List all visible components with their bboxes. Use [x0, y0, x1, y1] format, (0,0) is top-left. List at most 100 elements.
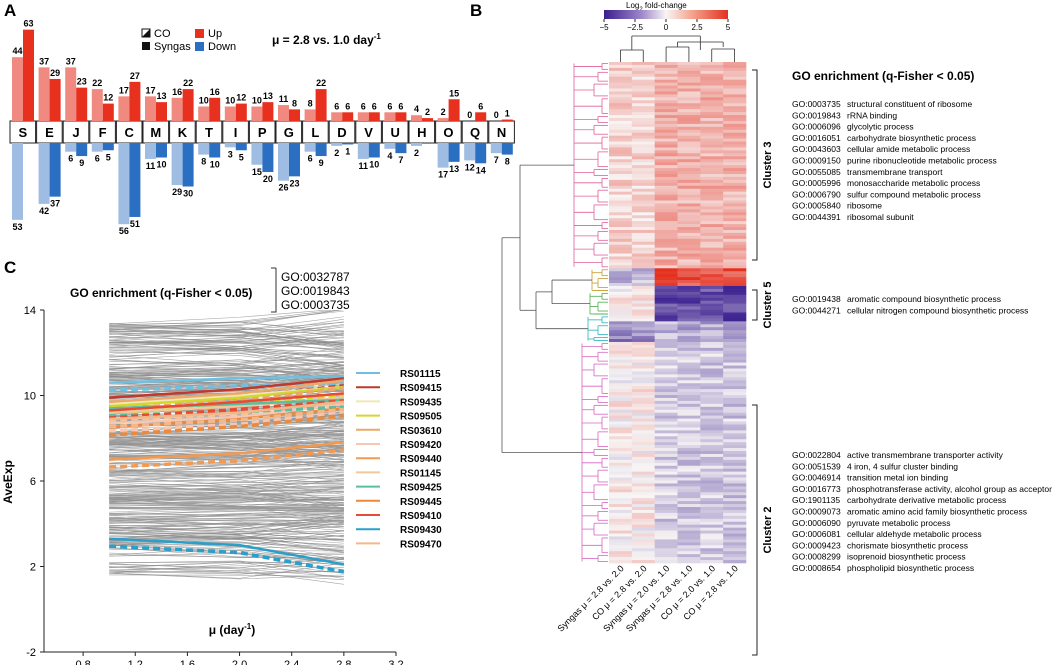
heatmap-cell: [632, 257, 655, 260]
heatmap-cell: [700, 318, 723, 321]
heatmap-cell: [700, 504, 723, 507]
heatmap-cell: [609, 109, 632, 112]
syngas-down-value: 8: [505, 157, 510, 167]
heatmap-cell: [678, 262, 701, 265]
heatmap-cell: [700, 245, 723, 248]
heatmap-cell: [655, 242, 678, 245]
heatmap-cell: [678, 183, 701, 186]
heatmap-cell: [700, 289, 723, 292]
go-term-name: purine ribonucleotide metabolic process: [847, 156, 997, 166]
heatmap-cell: [609, 433, 632, 436]
x-tick-label: 2.4: [284, 659, 299, 665]
heatmap-cell: [700, 351, 723, 354]
co-up-bar: [145, 96, 156, 121]
heatmap-cell: [678, 413, 701, 416]
syngas-up-bar: [236, 104, 247, 121]
heatmap-cell: [678, 139, 701, 142]
co-down-value: 11: [359, 161, 369, 171]
heatmap-cell: [632, 304, 655, 307]
heatmap-cell: [655, 486, 678, 489]
heatmap-cell: [655, 97, 678, 100]
heatmap-cell: [723, 472, 746, 475]
heatmap-cell: [632, 121, 655, 124]
heatmap-cell: [632, 554, 655, 557]
category-label: P: [258, 125, 267, 140]
heatmap-cell: [655, 427, 678, 430]
heatmap-cell: [700, 133, 723, 136]
heatmap-cell: [723, 475, 746, 478]
syngas-up-bar: [289, 109, 300, 121]
heatmap-cell: [632, 525, 655, 528]
heatmap-cell: [678, 542, 701, 545]
heatmap-cell: [609, 174, 632, 177]
heatmap-cell: [700, 321, 723, 324]
syngas-down-bar: [316, 143, 327, 156]
heatmap-cell: [632, 460, 655, 463]
heatmap-cell: [723, 189, 746, 192]
syngas-down-value: 14: [476, 165, 486, 175]
heatmap-cell: [655, 201, 678, 204]
heatmap-cell: [632, 233, 655, 236]
heatmap-cell: [609, 324, 632, 327]
heatmap-cell: [723, 495, 746, 498]
heatmap-cell: [655, 542, 678, 545]
co-down-bar: [331, 143, 342, 146]
heatmap-cell: [678, 513, 701, 516]
heatmap-cell: [609, 507, 632, 510]
heatmap-cell: [700, 130, 723, 133]
heatmap-cell: [700, 159, 723, 162]
heatmap-cell: [655, 89, 678, 92]
heatmap-cell: [678, 451, 701, 454]
heatmap-cell: [632, 313, 655, 316]
heatmap-cell: [723, 404, 746, 407]
heatmap-cell: [678, 363, 701, 366]
heatmap-cell: [700, 377, 723, 380]
heatmap-cell: [632, 351, 655, 354]
heatmap-cell: [723, 209, 746, 212]
heatmap-cell: [700, 136, 723, 139]
heatmap-cell: [609, 525, 632, 528]
heatmap-cell: [678, 498, 701, 501]
heatmap-cell: [609, 472, 632, 475]
heatmap-cell: [609, 368, 632, 371]
heatmap-cell: [678, 91, 701, 94]
heatmap-cell: [678, 330, 701, 333]
heatmap-cell: [723, 366, 746, 369]
colorbar: [604, 10, 728, 19]
co-down-value: 7: [494, 155, 499, 165]
heatmap-cell: [723, 165, 746, 168]
heatmap-cell: [678, 310, 701, 313]
heatmap-cell: [609, 94, 632, 97]
heatmap-cell: [609, 209, 632, 212]
heatmap-cell: [700, 206, 723, 209]
go-term-name: cellular aldehyde metabolic process: [847, 529, 982, 539]
go-term-id: GO:0019843: [792, 110, 841, 120]
heatmap-cell: [723, 492, 746, 495]
heatmap-cell: [678, 342, 701, 345]
go-term-id: GO:0005996: [792, 178, 841, 188]
heatmap-cell: [678, 106, 701, 109]
heatmap-cell: [632, 71, 655, 74]
heatmap-cell: [700, 392, 723, 395]
heatmap-cell: [655, 545, 678, 548]
heatmap-cell: [700, 180, 723, 183]
heatmap-cell: [632, 83, 655, 86]
go-term-id: GO:0006090: [792, 518, 841, 528]
heatmap-cell: [700, 545, 723, 548]
heatmap-cell: [632, 153, 655, 156]
heatmap-cell: [678, 209, 701, 212]
heatmap-cell: [632, 422, 655, 425]
heatmap-cell: [700, 62, 723, 65]
heatmap-cell: [678, 174, 701, 177]
legend-RS01115: RS01115: [400, 369, 441, 380]
heatmap-cell: [655, 254, 678, 257]
heatmap-cell: [632, 100, 655, 103]
co-down-bar: [145, 143, 156, 159]
heatmap-cell: [723, 416, 746, 419]
heatmap-cell: [609, 189, 632, 192]
heatmap-cell: [632, 147, 655, 150]
heatmap-cell: [609, 74, 632, 77]
syngas-down-value: 20: [263, 174, 273, 184]
co-down-value: 26: [278, 183, 288, 193]
heatmap-cell: [723, 386, 746, 389]
